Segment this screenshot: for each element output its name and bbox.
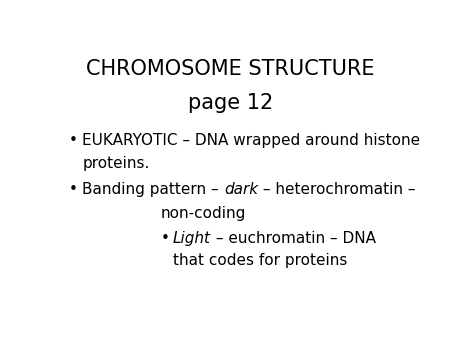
Text: •: • (161, 231, 170, 245)
Text: page 12: page 12 (188, 93, 273, 113)
Text: EUKARYOTIC – DNA wrapped around histone: EUKARYOTIC – DNA wrapped around histone (82, 133, 421, 148)
Text: CHROMOSOME STRUCTURE: CHROMOSOME STRUCTURE (86, 59, 375, 79)
Text: •: • (68, 133, 77, 148)
Text: – heterochromatin –: – heterochromatin – (258, 183, 415, 197)
Text: that codes for proteins: that codes for proteins (173, 253, 347, 268)
Text: proteins.: proteins. (82, 156, 150, 171)
Text: – euchromatin – DNA: – euchromatin – DNA (211, 231, 376, 245)
Text: Light: Light (173, 231, 211, 245)
Text: Banding pattern –: Banding pattern – (82, 183, 224, 197)
Text: •: • (68, 183, 77, 197)
Text: dark: dark (224, 183, 258, 197)
Text: non-coding: non-coding (161, 206, 246, 221)
